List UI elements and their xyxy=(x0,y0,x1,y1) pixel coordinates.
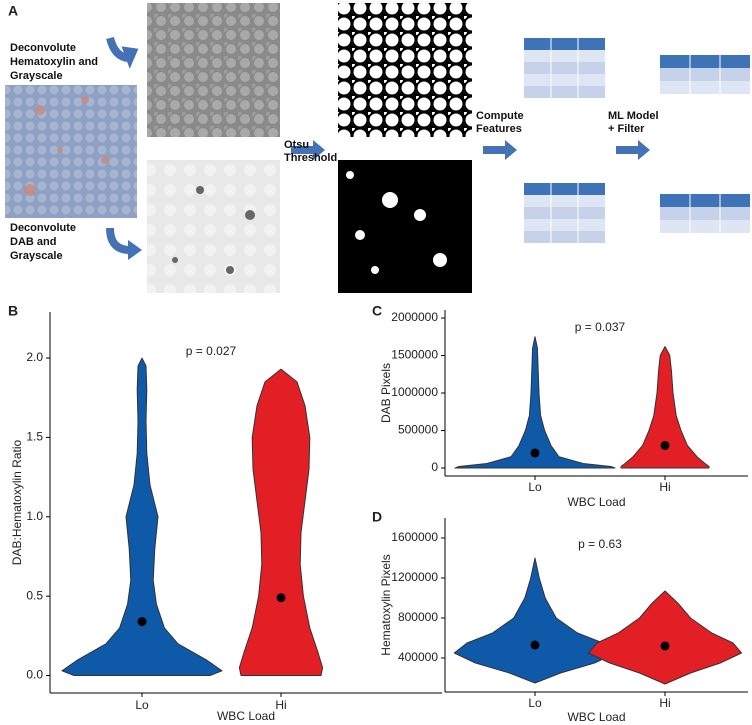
y-tick-label: 2000000 xyxy=(391,310,438,324)
x-tick-label: Lo xyxy=(528,696,542,710)
binary-spots xyxy=(346,171,447,274)
table-icon xyxy=(659,54,751,95)
mean-point xyxy=(530,448,540,458)
panel-label: D xyxy=(372,509,382,525)
step-label: DAB and xyxy=(10,236,56,248)
panel-label: A xyxy=(8,3,18,19)
arrow xyxy=(106,227,131,254)
mean-point xyxy=(530,640,540,650)
y-tick-label: 1600000 xyxy=(391,530,438,544)
dab-image xyxy=(147,160,280,293)
x-tick-label: Hi xyxy=(659,696,670,710)
table-icon xyxy=(659,193,751,234)
mean-point xyxy=(660,440,670,450)
step-label: Grayscale xyxy=(10,70,63,82)
x-tick-label: Lo xyxy=(135,698,149,712)
violin xyxy=(238,368,324,677)
binary-hema xyxy=(338,3,472,137)
step-label: Hematoxylin and xyxy=(10,56,98,68)
y-tick-label: 0 xyxy=(431,460,438,474)
y-tick-label: 1500000 xyxy=(391,348,438,362)
annotation: p = 0.037 xyxy=(575,320,626,334)
y-tick-label: 1.0 xyxy=(26,509,43,523)
y-tick-label: 500000 xyxy=(398,423,438,437)
step-label: Threshold xyxy=(284,152,337,164)
y-tick-label: 0.5 xyxy=(26,588,43,602)
step-label: + Filter xyxy=(608,123,645,135)
y-tick-label: 400000 xyxy=(398,650,438,664)
panel-label: B xyxy=(8,303,18,319)
step-label: Compute xyxy=(476,110,524,122)
violin xyxy=(454,336,616,469)
x-tick-label: Hi xyxy=(659,480,670,494)
panel-a: A Deconvolute Hematoxylin and Grayscale Dec… xyxy=(5,3,751,293)
table-icon xyxy=(523,37,606,99)
y-tick-label: 1200000 xyxy=(391,570,438,584)
dab-spots xyxy=(24,96,109,196)
binary-dab xyxy=(338,160,472,293)
x-tick-label: Lo xyxy=(528,480,542,494)
y-axis-label: DAB:Hematoxylin Ratio xyxy=(10,439,24,565)
x-tick-label: Hi xyxy=(275,698,286,712)
y-axis-label: Hematoxylin Pixels xyxy=(379,554,393,655)
step-label: Deconvolute xyxy=(10,222,76,234)
mean-point xyxy=(276,593,286,603)
step-label: Otsu xyxy=(284,139,309,151)
y-tick-label: 1000000 xyxy=(391,385,438,399)
x-axis-label: WBC Load xyxy=(567,495,625,509)
y-tick-label: 1.5 xyxy=(26,430,43,444)
y-tick-label: 2.0 xyxy=(26,350,43,364)
step-label: Features xyxy=(476,123,522,135)
x-axis-label: WBC Load xyxy=(567,710,625,724)
hematoxylin-image xyxy=(147,3,280,137)
arrow xyxy=(483,140,517,160)
tissue-image xyxy=(5,85,137,218)
annotation: p = 0.027 xyxy=(186,344,237,358)
x-axis-label: WBC Load xyxy=(217,709,275,723)
violin xyxy=(61,357,223,677)
annotation: p = 0.63 xyxy=(578,537,622,551)
y-tick-label: 800000 xyxy=(398,610,438,624)
y-axis-label: DAB Pixels xyxy=(379,363,393,423)
violin xyxy=(453,557,617,684)
dab-spots xyxy=(172,186,255,274)
step-label: Deconvolute xyxy=(10,42,76,54)
violin xyxy=(588,590,742,685)
step-label: Grayscale xyxy=(10,250,63,262)
panel-label: C xyxy=(372,303,382,319)
step-label: ML Model xyxy=(608,110,659,122)
violin xyxy=(620,346,710,469)
table-icon xyxy=(523,182,606,244)
arrow xyxy=(121,46,139,69)
y-tick-label: 0.0 xyxy=(26,668,43,682)
arrow xyxy=(616,140,650,160)
arrow xyxy=(128,240,142,260)
mean-point xyxy=(660,641,670,651)
mean-point xyxy=(137,617,147,627)
